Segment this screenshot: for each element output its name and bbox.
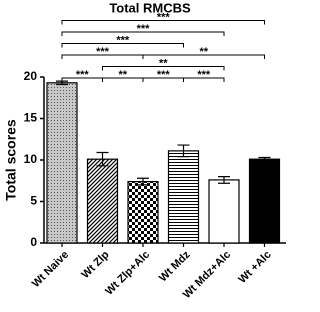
- significance-label: ***: [197, 69, 211, 81]
- error-bar: [218, 176, 230, 184]
- significance-label: **: [159, 57, 168, 69]
- significance-label: ***: [76, 69, 90, 81]
- bar: [86, 158, 119, 244]
- significance-label: ***: [116, 34, 130, 46]
- significance-label: ***: [137, 23, 151, 35]
- significance-bracket: [102, 66, 225, 71]
- error-bar: [177, 144, 190, 158]
- bar: [208, 179, 240, 244]
- significance-label: **: [118, 69, 127, 81]
- significance-label: ***: [157, 11, 171, 23]
- bar: [46, 82, 78, 244]
- y-axis-label: Total scores: [3, 119, 19, 201]
- y-tick-label: 0: [30, 235, 37, 249]
- x-tick-label: Wt Naive: [30, 249, 71, 290]
- bar: [127, 180, 159, 244]
- x-tick-label: Wt Zlp: [79, 249, 111, 281]
- x-tick-label: Wt +Alc: [236, 249, 273, 286]
- y-tick-label: 10: [24, 152, 38, 166]
- significance-bracket: [183, 77, 225, 82]
- significance-label: ***: [96, 46, 110, 58]
- x-tick-label: Wt Mdz: [157, 248, 193, 284]
- y-tick-label: 15: [24, 111, 38, 125]
- significance-bracket: [61, 20, 265, 25]
- y-tick-label: 20: [24, 69, 38, 83]
- significance-label: **: [199, 46, 208, 58]
- error-bar: [96, 151, 109, 167]
- y-tick-label: 5: [30, 194, 37, 208]
- significance-bracket: [142, 54, 265, 59]
- chart: Total RMCBS Total scores 0 5 10 15 20 Wt Naiv…: [3, 0, 286, 301]
- significance-bracket: [61, 31, 225, 36]
- error-bar: [137, 177, 149, 186]
- bar: [167, 150, 200, 244]
- bar: [248, 158, 281, 244]
- significance-bracket: [61, 43, 184, 48]
- chart-title: Total RMCBS: [109, 0, 191, 15]
- error-bar: [258, 156, 271, 162]
- x-tick-label: Wt Zlp+Alc: [103, 249, 152, 298]
- significance-label: ***: [157, 69, 171, 81]
